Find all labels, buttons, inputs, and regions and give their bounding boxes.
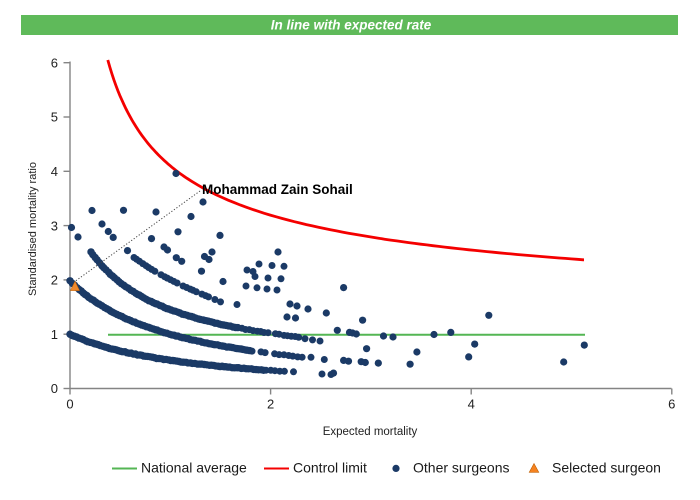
svg-text:In line with expected rate: In line with expected rate [271, 18, 432, 33]
svg-text:6: 6 [51, 55, 58, 70]
svg-text:2: 2 [51, 273, 58, 288]
svg-text:3: 3 [51, 218, 58, 233]
svg-text:4: 4 [468, 397, 475, 412]
svg-text:Standardised mortality ratio: Standardised mortality ratio [27, 162, 39, 296]
svg-text:0: 0 [51, 381, 58, 396]
svg-text:Mohammad Zain Sohail: Mohammad Zain Sohail [202, 182, 353, 197]
svg-text:Control limit: Control limit [293, 460, 367, 476]
svg-text:Other surgeons: Other surgeons [413, 460, 510, 476]
svg-text:Expected mortality: Expected mortality [323, 426, 418, 438]
svg-text:Selected surgeon: Selected surgeon [552, 460, 661, 476]
svg-text:1: 1 [51, 327, 58, 342]
svg-text:5: 5 [51, 110, 58, 125]
svg-text:0: 0 [66, 397, 73, 412]
svg-text:6: 6 [668, 397, 675, 412]
svg-text:National average: National average [141, 460, 247, 476]
svg-text:4: 4 [51, 164, 58, 179]
svg-text:2: 2 [267, 397, 274, 412]
